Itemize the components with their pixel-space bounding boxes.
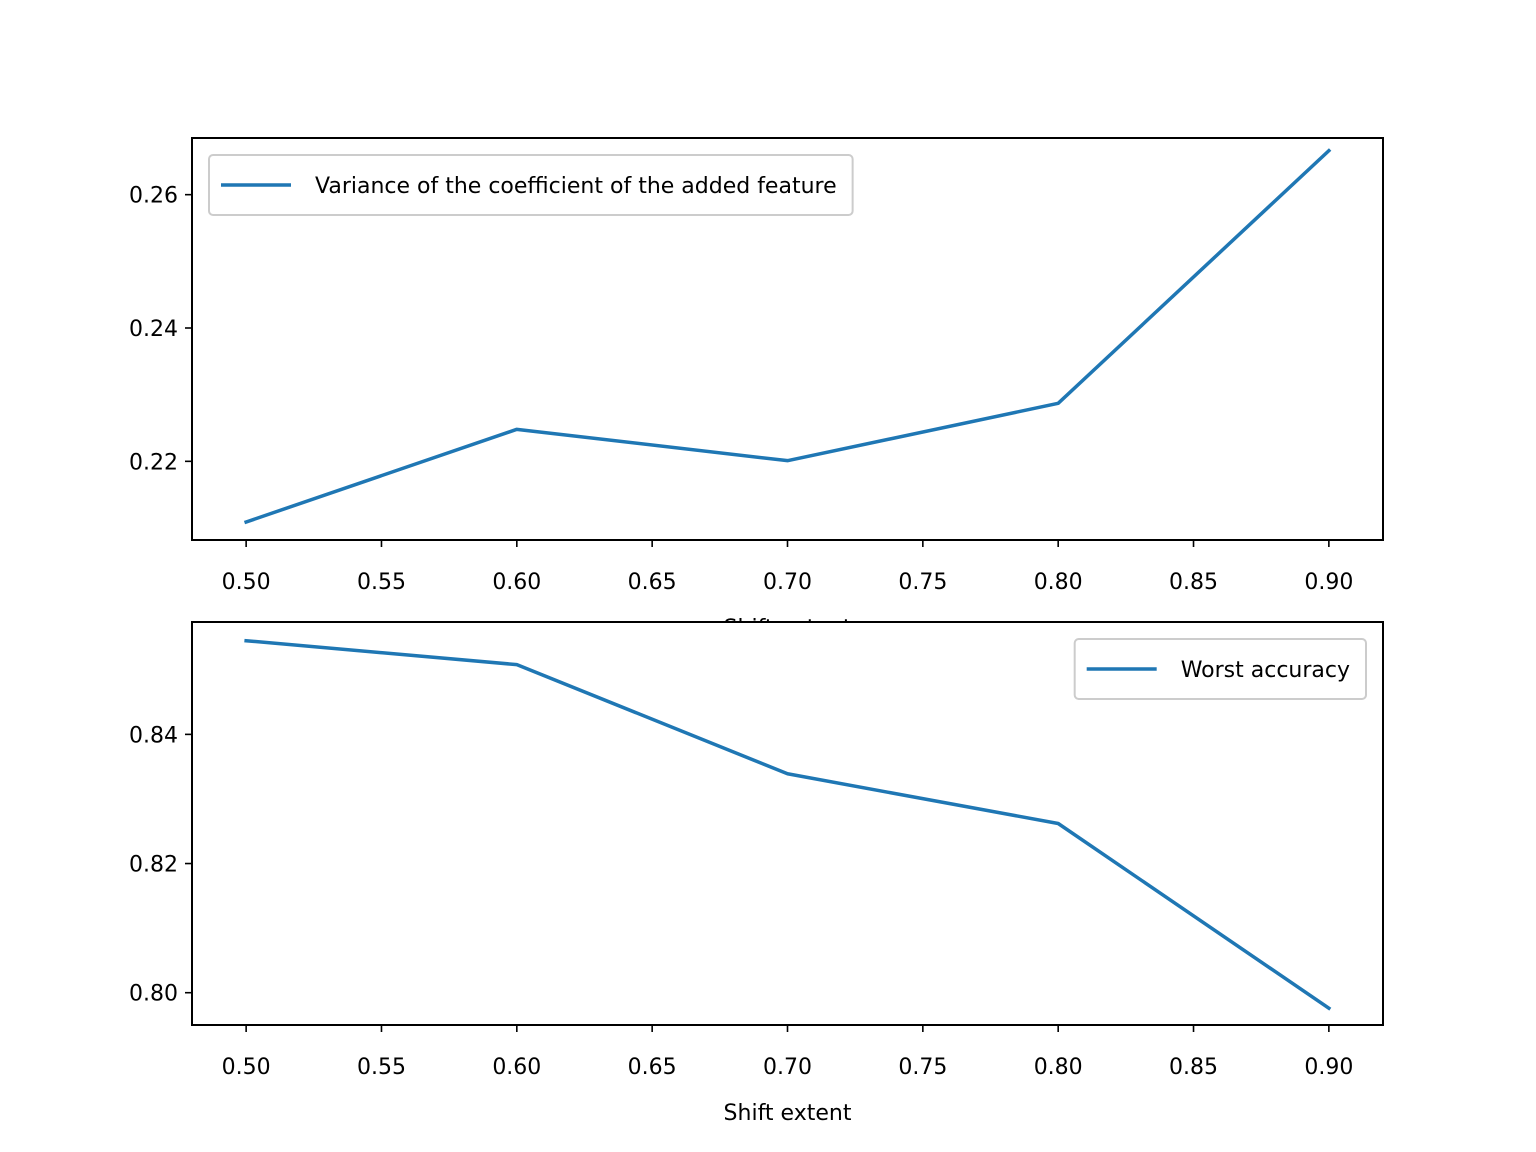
accuracy-legend: Worst accuracy (1073, 638, 1367, 700)
variance-y-axis: 0.22 0.24 0.26 (129, 184, 192, 475)
variance-x-tick-label: 0.50 (222, 570, 271, 595)
accuracy-x-tick-label: 0.90 (1304, 1055, 1353, 1080)
accuracy-x-tick-label: 0.50 (222, 1055, 271, 1080)
variance-x-tick-label: 0.85 (1169, 570, 1218, 595)
accuracy-panel: 0.50 0.55 0.60 0.65 0.70 0.75 0.80 0.85 0.90 0.8… (129, 621, 1384, 1126)
variance-x-tick-label: 0.65 (628, 570, 677, 595)
accuracy-x-axis-label: Shift extent (724, 1101, 852, 1126)
variance-x-tick-label: 0.60 (492, 570, 541, 595)
variance-x-tick-label: 0.75 (898, 570, 947, 595)
accuracy-legend-label: Worst accuracy (1181, 658, 1350, 683)
variance-legend-box (208, 154, 854, 216)
accuracy-y-tick-label: 0.84 (129, 723, 178, 748)
variance-y-tick-label: 0.26 (129, 184, 178, 209)
variance-x-tick-label: 0.80 (1034, 570, 1083, 595)
variance-x-tick-label: 0.90 (1304, 570, 1353, 595)
variance-series-line (243, 148, 1332, 525)
variance-legend-label: Variance of the coefficient of the added… (315, 174, 837, 199)
variance-panel: 0.50 0.55 0.60 0.65 0.70 0.75 0.80 0.85 0.90 0.2… (129, 137, 1384, 641)
accuracy-x-tick-label: 0.85 (1169, 1055, 1218, 1080)
accuracy-x-tick-label: 0.75 (898, 1055, 947, 1080)
accuracy-series-line (244, 638, 1332, 1011)
accuracy-y-tick-label: 0.80 (129, 982, 178, 1007)
accuracy-x-axis: 0.50 0.55 0.60 0.65 0.70 0.75 0.80 0.85 0.90 (222, 1025, 1353, 1080)
variance-x-axis: 0.50 0.55 0.60 0.65 0.70 0.75 0.80 0.85 0.90 (222, 540, 1353, 595)
accuracy-x-tick-label: 0.80 (1034, 1055, 1083, 1080)
accuracy-y-tick-label: 0.82 (129, 853, 178, 878)
variance-legend: Variance of the coefficient of the added… (208, 154, 854, 216)
accuracy-y-axis: 0.80 0.82 0.84 (129, 723, 192, 1007)
accuracy-x-tick-label: 0.55 (357, 1055, 406, 1080)
variance-y-tick-label: 0.24 (129, 317, 178, 342)
variance-x-tick-label: 0.55 (357, 570, 406, 595)
variance-y-tick-label: 0.22 (129, 450, 178, 475)
accuracy-legend-box (1073, 638, 1367, 700)
variance-x-tick-label: 0.70 (763, 570, 812, 595)
accuracy-x-tick-label: 0.65 (628, 1055, 677, 1080)
accuracy-x-tick-label: 0.60 (492, 1055, 541, 1080)
accuracy-x-tick-label: 0.70 (763, 1055, 812, 1080)
